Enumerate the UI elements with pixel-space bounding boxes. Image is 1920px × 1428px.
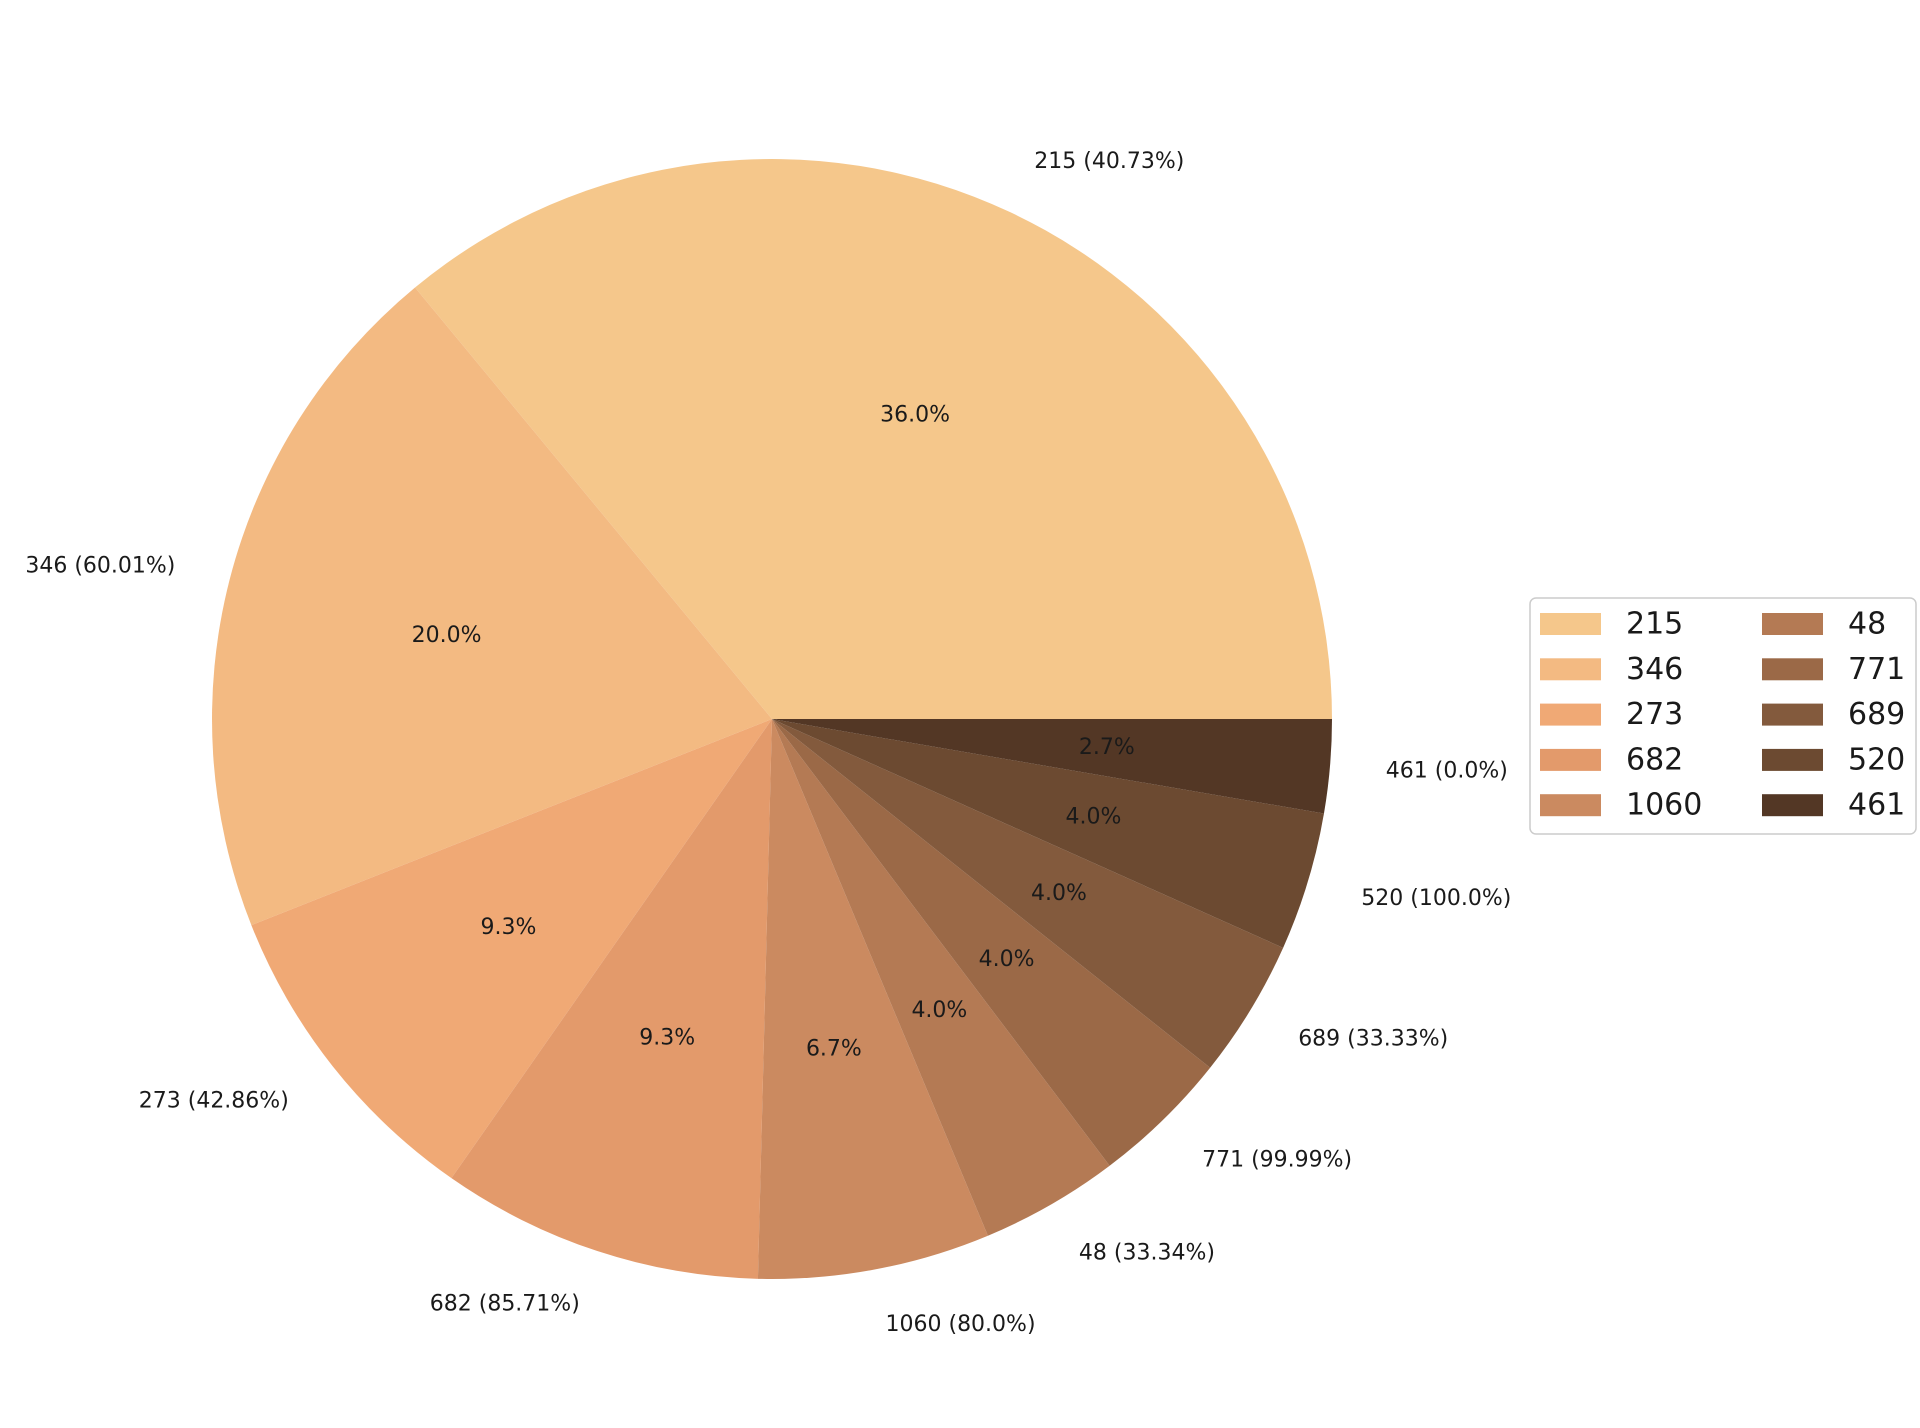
pie-slice-273 (251, 719, 772, 1179)
pie-slices (212, 158, 1332, 1279)
pie-outer-label-682: 682 (85.71%) (430, 1292, 580, 1317)
pie-percent-label-520: 4.0% (1066, 804, 1122, 829)
legend-label-771: 771 (1848, 652, 1905, 687)
legend-swatch-682 (1540, 748, 1601, 771)
legend-swatch-1060 (1540, 794, 1601, 817)
pie-percent-label-346: 20.0% (412, 623, 482, 648)
legend-label-689: 689 (1848, 697, 1905, 732)
legend-label-1060: 1060 (1626, 788, 1702, 823)
pie-percent-label-273: 9.3% (481, 915, 537, 940)
pie-slice-215 (415, 158, 1332, 720)
pie-percent-labels: 36.0% 20.0% 9.3% 9.3% 6.7% 4.0% 4.0% 4.0% 4.0% 2.… (412, 403, 1135, 1062)
pie-slice-1060 (757, 719, 988, 1279)
pie-outer-label-48: 48 (33.34%) (1079, 1241, 1215, 1266)
legend-box (1529, 597, 1917, 835)
pie-percent-label-215: 36.0% (880, 403, 950, 428)
legend-label-215: 215 (1626, 607, 1683, 642)
pie-outer-label-461: 461 (0.0%) (1386, 759, 1508, 784)
pie-slice-346 (212, 287, 772, 926)
legend-swatch-461 (1762, 794, 1823, 817)
pie-percent-label-461: 2.7% (1079, 735, 1135, 760)
legend-label-48: 48 (1848, 607, 1886, 642)
pie-percent-label-682: 9.3% (639, 1026, 695, 1051)
pie-outer-label-346: 346 (60.01%) (25, 553, 175, 578)
legend: 215 346 273 682 1060 48 771 689 520 461 (1529, 597, 1917, 835)
legend-swatch-520 (1762, 748, 1823, 771)
pie-slice-771 (772, 719, 1211, 1166)
legend-swatch-771 (1762, 658, 1823, 681)
pie-outer-label-1060: 1060 (80.0%) (886, 1312, 1036, 1337)
pie-slice-48 (772, 719, 1110, 1236)
pie-percent-label-771: 4.0% (979, 947, 1035, 972)
legend-swatch-689 (1762, 703, 1823, 726)
legend-label-273: 273 (1626, 697, 1683, 732)
pie-slice-520 (772, 719, 1324, 948)
legend-swatch-346 (1540, 658, 1601, 681)
pie-outer-label-215: 215 (40.73%) (1034, 149, 1184, 174)
pie-percent-label-48: 4.0% (911, 998, 967, 1023)
pie-outer-label-689: 689 (33.33%) (1298, 1027, 1448, 1052)
legend-swatch-48 (1762, 613, 1823, 635)
pie-slice-682 (451, 719, 772, 1279)
pie-slice-461 (772, 719, 1332, 814)
pie-outer-labels: 215 (40.73%) 346 (60.01%) 273 (42.86%) 682 … (25, 149, 1511, 1337)
pie-percent-label-1060: 6.7% (806, 1037, 862, 1062)
legend-label-520: 520 (1848, 742, 1905, 777)
pie-percent-label-689: 4.0% (1031, 881, 1087, 906)
legend-label-682: 682 (1626, 742, 1683, 777)
legend-label-461: 461 (1848, 788, 1905, 823)
pie-outer-label-771: 771 (99.99%) (1202, 1148, 1352, 1173)
legend-swatch-273 (1540, 703, 1601, 726)
legend-swatch-215 (1540, 613, 1601, 635)
legend-label-346: 346 (1626, 652, 1683, 687)
pie-outer-label-520: 520 (100.0%) (1361, 886, 1511, 911)
pie-slice-689 (772, 719, 1284, 1068)
pie-outer-label-273: 273 (42.86%) (139, 1089, 289, 1114)
